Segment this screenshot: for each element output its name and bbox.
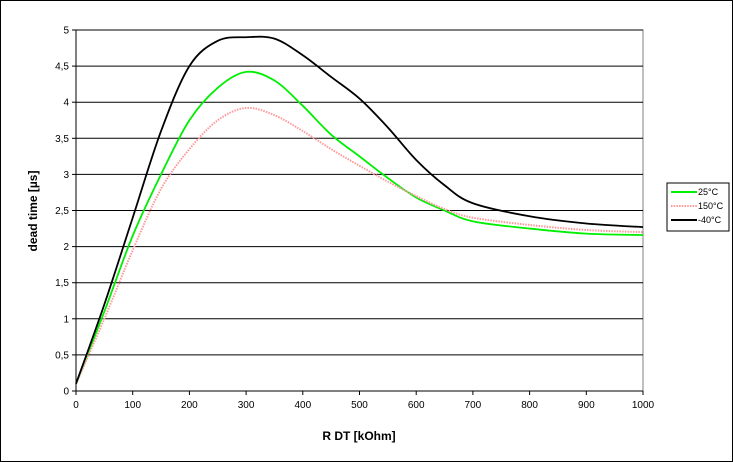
y-tick-labels: 0 0,5 1 1,5 2 2,5 3 3,5 4 4,5 5	[55, 26, 69, 398]
series-line-150c	[75, 106, 644, 385]
x-tick-label: 600	[408, 400, 425, 411]
y-tick-label: 3	[63, 170, 69, 181]
x-tick-labels: 0 100 200 300 400 500 600 700 800 900 1000	[73, 400, 654, 411]
x-tick-label: 1000	[632, 400, 655, 411]
y-tick-label: 4,5	[55, 62, 69, 73]
axes	[72, 29, 644, 395]
x-axis-title: R DT [kOhm]	[322, 429, 395, 443]
y-tick-label: 2	[63, 242, 69, 253]
y-tick-label: 4	[63, 98, 69, 109]
x-tick-label: 700	[465, 400, 482, 411]
y-tick-label: 1	[63, 314, 69, 325]
y-tick-label: 5	[63, 26, 69, 37]
legend-label: 25°C	[698, 187, 719, 197]
legend-label: -40°C	[698, 215, 722, 225]
legend: 25°C 150°C -40°C	[666, 182, 730, 232]
series-line-25c	[75, 70, 644, 385]
series-line-minus40c	[75, 35, 644, 385]
x-tick-label: 200	[181, 400, 198, 411]
y-tick-label: 0,5	[55, 350, 69, 361]
y-tick-label: 2,5	[55, 206, 69, 217]
x-tick-label: 400	[294, 400, 311, 411]
y-tick-label: 1,5	[55, 278, 69, 289]
x-tick-label: 900	[578, 400, 595, 411]
y-tick-label: 0	[63, 387, 69, 398]
y-axis-title: dead time [µs]	[26, 171, 40, 252]
gridlines	[76, 29, 643, 356]
x-tick-label: 800	[521, 400, 538, 411]
series-lines	[75, 35, 644, 385]
x-tick-label: 100	[124, 400, 141, 411]
x-tick-label: 500	[351, 400, 368, 411]
y-tick-label: 3,5	[55, 134, 69, 145]
x-tick-label: 0	[73, 400, 79, 411]
legend-label: 150°C	[698, 201, 724, 211]
x-tick-label: 300	[238, 400, 255, 411]
